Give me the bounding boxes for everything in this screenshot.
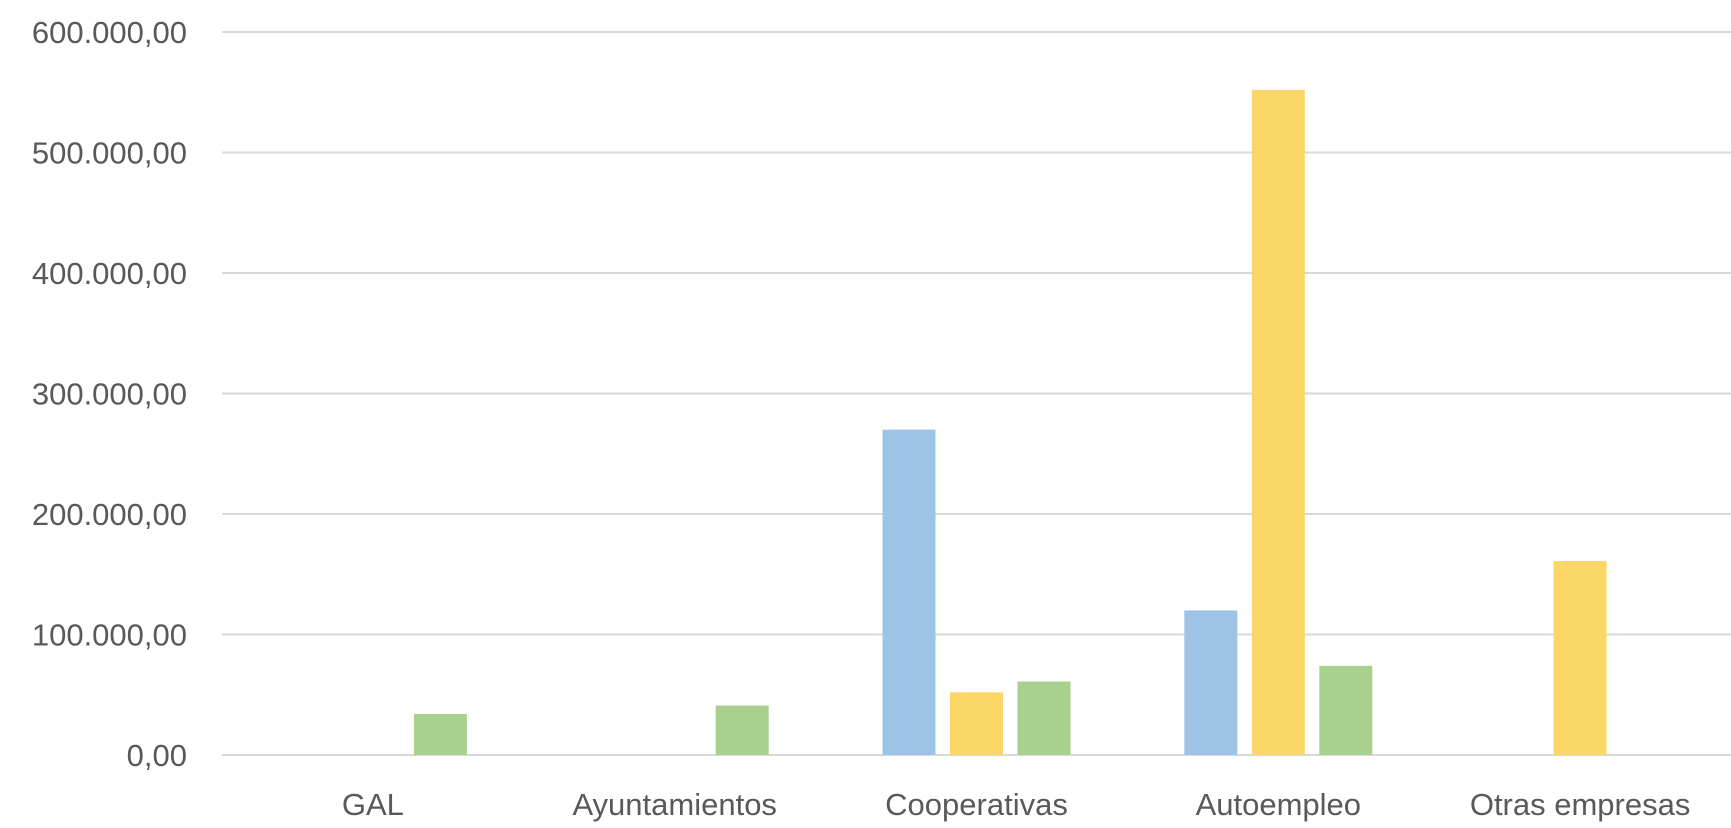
bar-cooperativas-series-1 xyxy=(882,429,936,755)
y-tick-label: 100.000,00 xyxy=(32,618,187,653)
bar-autoempleo-series-2 xyxy=(1251,89,1305,756)
bar-autoempleo-series-1 xyxy=(1184,610,1238,755)
x-category-label: Ayuntamientos xyxy=(572,787,777,822)
x-category-label: Autoempleo xyxy=(1196,787,1361,822)
x-category-label: Otras empresas xyxy=(1470,787,1691,822)
y-tick-label: 200.000,00 xyxy=(32,497,187,532)
x-category-label: GAL xyxy=(342,787,404,822)
y-tick-label: 600.000,00 xyxy=(32,15,187,50)
bar-otras-empresas-series-2 xyxy=(1553,560,1607,755)
y-tick-label: 500.000,00 xyxy=(32,136,187,171)
y-tick-label: 400.000,00 xyxy=(32,256,187,291)
bar-cooperativas-series-2 xyxy=(950,692,1003,755)
bar-ayuntamientos-series-3 xyxy=(715,705,769,755)
x-axis-category-labels: GAL Ayuntamientos Cooperativas Autoempleo Ot… xyxy=(342,787,1690,822)
gridlines xyxy=(222,31,1731,756)
bar-autoempleo-series-3 xyxy=(1319,665,1373,755)
y-tick-label: 300.000,00 xyxy=(32,377,187,412)
y-axis-tick-labels: 0,00 100.000,00 200.000,00 300.000,00 400.00… xyxy=(32,15,187,773)
bar-cooperativas-series-3 xyxy=(1017,681,1071,755)
y-tick-label: 0,00 xyxy=(127,738,187,773)
x-category-label: Cooperativas xyxy=(885,787,1068,822)
bar-gal-series-3 xyxy=(413,714,467,755)
bars xyxy=(413,89,1607,756)
